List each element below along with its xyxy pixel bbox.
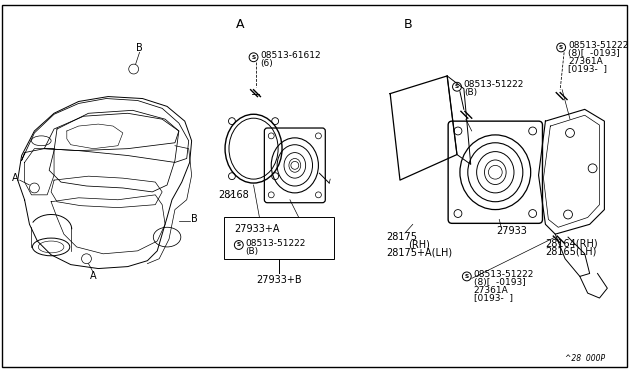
Text: (RH): (RH): [408, 240, 429, 250]
Bar: [224, 218, 334, 259]
Text: ^28  000P: ^28 000P: [565, 355, 605, 363]
Text: 27361A: 27361A: [474, 286, 508, 295]
Text: B: B: [191, 214, 198, 224]
Text: 28175+A(LH): 28175+A(LH): [386, 248, 452, 258]
Text: 27933+B: 27933+B: [256, 275, 302, 285]
Text: 28168: 28168: [218, 190, 249, 200]
Text: S: S: [465, 274, 469, 279]
Text: (B): (B): [464, 88, 477, 97]
Text: S: S: [559, 45, 563, 50]
Text: 28165(LH): 28165(LH): [545, 247, 597, 257]
Text: 08513-61612: 08513-61612: [260, 51, 321, 60]
Text: 08513-51222: 08513-51222: [568, 41, 628, 50]
Text: A: A: [12, 173, 18, 183]
Text: 08513-51222: 08513-51222: [464, 80, 524, 89]
Text: (8)[  -0193]: (8)[ -0193]: [474, 278, 525, 287]
Text: S: S: [237, 243, 241, 247]
Text: 08513-51222: 08513-51222: [474, 270, 534, 279]
Text: 28164(RH): 28164(RH): [545, 239, 598, 249]
Text: S: S: [252, 55, 255, 60]
Text: A: A: [236, 18, 244, 31]
Text: B: B: [404, 18, 412, 31]
Text: 27933+A: 27933+A: [234, 224, 280, 234]
Text: [0193-  ]: [0193- ]: [568, 65, 607, 74]
Text: B: B: [136, 44, 143, 54]
Text: 27361A: 27361A: [568, 57, 603, 66]
Text: [0193-  ]: [0193- ]: [474, 294, 513, 302]
Text: (8)[  -0193]: (8)[ -0193]: [568, 49, 620, 58]
Text: (B): (B): [246, 247, 259, 256]
Text: (6): (6): [260, 59, 273, 68]
Text: S: S: [455, 84, 459, 89]
Text: 27933: 27933: [496, 226, 527, 236]
Text: A: A: [90, 272, 97, 281]
Text: 08513-51222: 08513-51222: [246, 240, 306, 248]
Text: 28175: 28175: [386, 232, 417, 242]
